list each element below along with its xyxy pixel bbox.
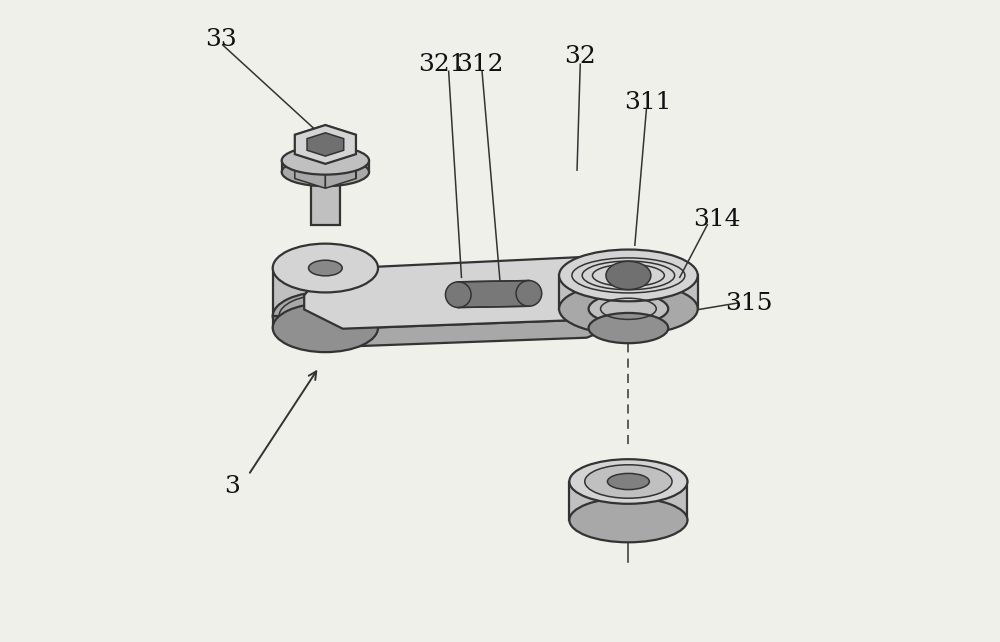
Polygon shape [273, 316, 378, 327]
Ellipse shape [279, 295, 372, 338]
Ellipse shape [309, 260, 342, 276]
Polygon shape [559, 275, 698, 309]
Polygon shape [282, 160, 369, 172]
Polygon shape [295, 125, 325, 159]
Ellipse shape [589, 293, 668, 324]
Text: 3: 3 [224, 475, 240, 498]
Ellipse shape [273, 303, 378, 352]
Text: 311: 311 [624, 91, 671, 114]
Ellipse shape [273, 243, 378, 293]
Polygon shape [273, 268, 378, 316]
Ellipse shape [516, 281, 542, 306]
Text: 321: 321 [418, 53, 466, 76]
Polygon shape [295, 125, 356, 164]
Ellipse shape [559, 250, 698, 301]
Ellipse shape [445, 282, 471, 308]
Polygon shape [304, 303, 628, 347]
Text: 315: 315 [725, 291, 773, 315]
Text: 312: 312 [456, 53, 503, 76]
Ellipse shape [606, 261, 651, 290]
Polygon shape [307, 133, 344, 156]
Polygon shape [458, 281, 529, 308]
Ellipse shape [273, 291, 378, 340]
Ellipse shape [559, 283, 698, 334]
Ellipse shape [569, 498, 687, 542]
Ellipse shape [282, 158, 369, 186]
Ellipse shape [589, 313, 668, 343]
Polygon shape [325, 125, 356, 159]
Polygon shape [311, 164, 340, 225]
Ellipse shape [282, 146, 369, 175]
Ellipse shape [607, 473, 649, 490]
Polygon shape [569, 482, 687, 520]
Polygon shape [589, 309, 668, 328]
Text: 33: 33 [205, 28, 236, 51]
Ellipse shape [569, 459, 687, 504]
Ellipse shape [585, 465, 672, 498]
Polygon shape [304, 257, 632, 329]
Text: 314: 314 [693, 208, 741, 231]
Polygon shape [325, 154, 356, 188]
Polygon shape [295, 154, 325, 188]
Text: 32: 32 [564, 45, 596, 68]
